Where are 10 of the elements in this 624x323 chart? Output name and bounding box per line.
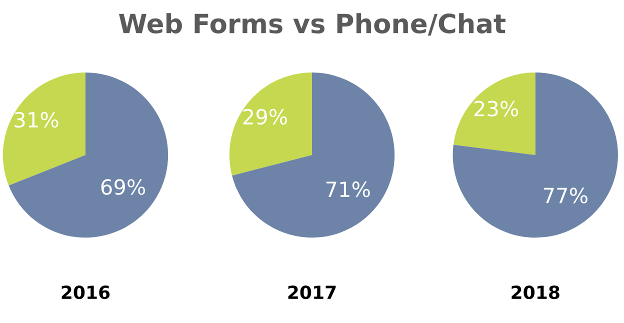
data-label: 71% [326,181,370,198]
data-label: 29% [243,108,288,125]
data-label: 69% [101,179,146,195]
text: 2018 [512,286,560,300]
data-label: 23% [474,100,518,116]
data-label: 77% [544,188,588,204]
data-label: 31% [14,112,58,128]
text: 2017 [288,286,336,300]
text: Web Forms vs Phone/Chat [118,13,506,36]
text: 2016 [62,286,110,300]
